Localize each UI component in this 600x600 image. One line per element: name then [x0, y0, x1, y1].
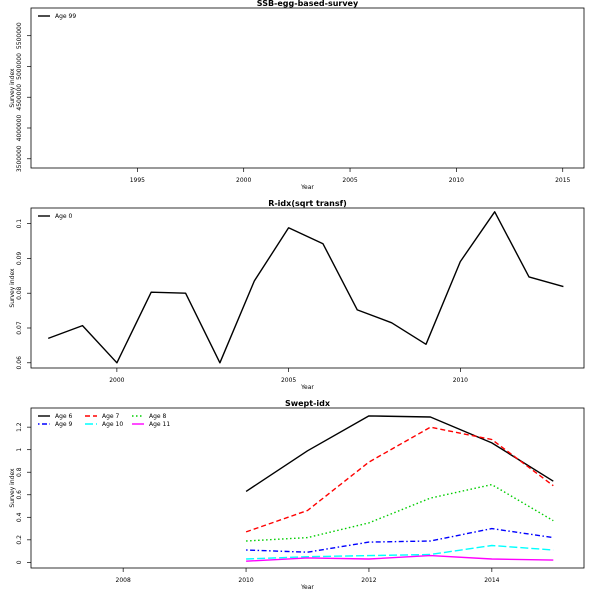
y-tick-label: 0.8 — [16, 467, 23, 477]
legend: Age 99 — [38, 13, 76, 20]
legend-label-age-6: Age 6 — [55, 413, 73, 420]
legend-label-age-99: Age 99 — [55, 13, 76, 20]
series-line-age-10 — [246, 544, 554, 560]
y-tick-label: 5000000 — [16, 53, 23, 80]
series-line-age-6 — [245, 415, 554, 492]
x-tick-label: 2014 — [484, 577, 499, 584]
series-line-age-7 — [245, 426, 554, 533]
y-tick-label: 0.09 — [16, 252, 23, 266]
legend-label-age-8: Age 8 — [149, 413, 167, 420]
y-tick-label: 4000000 — [16, 114, 23, 141]
y-tick-label: 0.06 — [16, 356, 23, 370]
y-tick-label: 3500000 — [16, 145, 23, 172]
y-tick-label: 0 — [16, 560, 23, 564]
series-line-age-11 — [246, 554, 554, 562]
x-tick-label: 2005 — [281, 377, 296, 384]
y-tick-label: 0.2 — [16, 535, 23, 545]
legend-label-age-10: Age 10 — [102, 421, 123, 428]
y-tick-label: 0.6 — [16, 490, 23, 500]
plot-frame — [30, 407, 585, 569]
chart-panel-1: SSB-egg-based-survey 1995 2000 2005 2010 2015… — [9, 0, 585, 191]
y-axis-label: Survey index — [9, 68, 16, 108]
y-axis-label: Survey index — [9, 468, 16, 508]
y-tick-label: 1 — [16, 448, 23, 452]
y-axis-label: Survey index — [9, 268, 16, 308]
chart-panel-2: R-idx(sqrt transf) 2000 2005 2010 0.06 0.07 0.… — [9, 199, 585, 391]
chart-title: Swept-idx — [285, 399, 331, 408]
y-tick-label: 5500000 — [16, 22, 23, 49]
x-axis-label: Year — [300, 384, 314, 391]
chart-title: SSB-egg-based-survey — [257, 0, 359, 8]
plot-frame — [30, 7, 585, 169]
y-tick-label: 4500000 — [16, 84, 23, 111]
x-tick-label: 2008 — [116, 577, 131, 584]
y-tick-label: 0.4 — [16, 512, 23, 522]
chart-panel-3: Swept-idx 2008 2010 2012 2014 0 0.2 0.4 0.6 0.8 1 1… — [9, 399, 585, 591]
x-tick-label: 1995 — [130, 177, 145, 184]
x-tick-label: 2012 — [361, 577, 376, 584]
x-tick-label: 2000 — [236, 177, 251, 184]
plot-frame — [30, 207, 585, 369]
legend-label-age-7: Age 7 — [102, 413, 120, 420]
series-line-age-9 — [246, 527, 554, 553]
x-tick-label: 2005 — [342, 177, 357, 184]
x-tick-label: 2010 — [449, 177, 464, 184]
legend-label-age-9: Age 9 — [55, 421, 73, 428]
x-tick-label: 2010 — [238, 577, 253, 584]
y-tick-label: 0.08 — [16, 286, 23, 300]
series-line-age-8 — [246, 483, 554, 542]
legend-label-age-11: Age 11 — [149, 421, 170, 428]
x-tick-label: 2010 — [453, 377, 468, 384]
x-axis-label: Year — [300, 184, 314, 191]
y-tick-label: 1.2 — [16, 422, 23, 432]
legend-label-age-0: Age 0 — [55, 213, 73, 220]
legend: Age 0 — [38, 213, 73, 220]
y-tick-label: 0.07 — [16, 321, 23, 335]
x-tick-label: 2000 — [109, 377, 124, 384]
x-axis-label: Year — [300, 584, 314, 591]
chart-title: R-idx(sqrt transf) — [268, 199, 347, 208]
x-tick-label: 2015 — [555, 177, 570, 184]
y-tick-label: 0.1 — [16, 219, 23, 229]
legend: Age 6 Age 7 Age 8 Age 9 Age 10 Age 11 — [38, 413, 170, 428]
series-line-age-0 — [47, 211, 564, 364]
